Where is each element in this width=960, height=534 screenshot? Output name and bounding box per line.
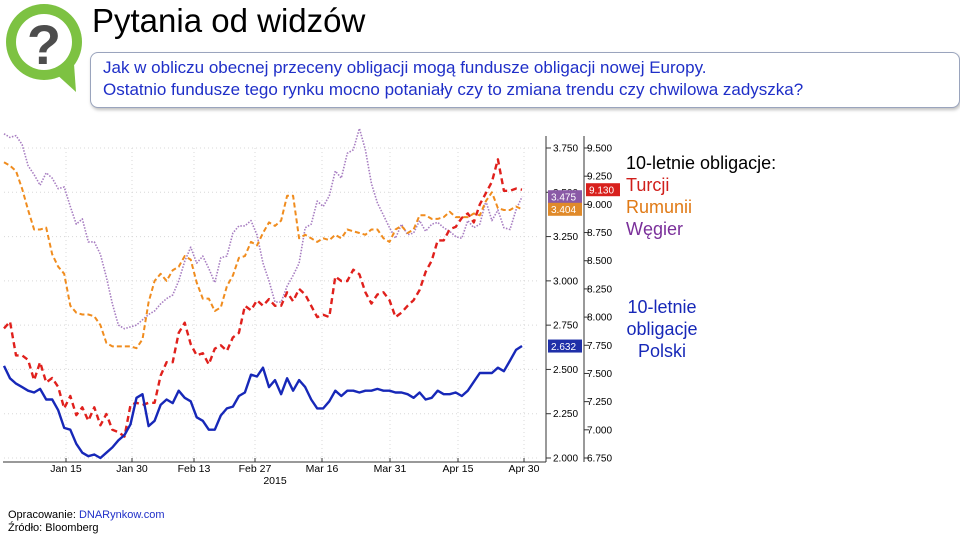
inner-y-tick-label: 2.750 xyxy=(553,321,578,332)
x-tick-label: Jan 15 xyxy=(50,463,82,475)
x-tick-label: Apr 15 xyxy=(443,463,474,475)
outer-y-tick-label: 6.750 xyxy=(587,454,612,465)
question-box: Jak w obliczu obecnej przeceny obligacji… xyxy=(90,52,960,108)
svg-text:?: ? xyxy=(27,13,61,76)
outer-y-tick-label: 7.250 xyxy=(587,397,612,408)
series-line-rumunii xyxy=(3,161,523,350)
turkey-last-badge xyxy=(586,183,620,197)
x-year-label: 2015 xyxy=(263,475,287,487)
x-tick-label: Jan 30 xyxy=(116,463,148,475)
legend-group-foreign: 10-letnie obligacje: Turcji Rumunii Węgi… xyxy=(626,152,776,240)
x-tick-label: Mar 16 xyxy=(306,463,339,475)
series-line-węgier xyxy=(3,127,523,330)
question-mark-logo-icon: ? xyxy=(6,4,82,92)
question-line-2: Ostatnio fundusze tego rynku mocno potan… xyxy=(103,80,804,99)
poland-last-badge-label: 2.632 xyxy=(551,342,576,353)
legend-title: 10-letnie obligacje: xyxy=(626,153,777,173)
inner-y-tick-label: 3.000 xyxy=(553,276,578,287)
series-line-polski xyxy=(2,344,523,460)
footer-prepared-source: DNARynkow.com xyxy=(78,509,165,521)
legend-poland-line-2: obligacje xyxy=(626,319,698,339)
outer-y-tick-label: 9.500 xyxy=(587,144,612,155)
poland-last-badge xyxy=(548,339,582,353)
page-title: Pytania od widzów xyxy=(92,2,366,39)
legend-item-hungary: Węgier xyxy=(626,219,684,239)
question-line-1: Jak w obliczu obecnej przeceny obligacji… xyxy=(103,58,707,77)
romania-last-badge-label: 3.404 xyxy=(551,205,576,216)
outer-y-tick-label: 7.750 xyxy=(587,341,612,352)
x-tick-label: Mar 31 xyxy=(374,463,407,475)
footer-source: Źródło: Bloomberg xyxy=(8,522,99,534)
x-tick-label: Apr 30 xyxy=(509,463,540,475)
outer-y-tick-label: 8.250 xyxy=(587,284,612,295)
series-line-turcji xyxy=(3,158,523,438)
outer-y-tick-label: 8.750 xyxy=(587,228,612,239)
inner-y-tick-label: 2.500 xyxy=(553,365,578,376)
legend-item-turkey: Turcji xyxy=(626,175,670,195)
outer-y-tick-label: 8.500 xyxy=(587,256,612,267)
outer-y-tick-label: 9.250 xyxy=(587,172,612,183)
legend-poland-line-1: 10-letnie xyxy=(627,297,697,317)
x-tick-label: Feb 27 xyxy=(239,463,272,475)
hungary-last-badge-label: 3.475 xyxy=(551,193,576,204)
legend-poland-line-3: Polski xyxy=(637,341,686,361)
romania-last-badge xyxy=(548,202,582,216)
legend-item-romania: Rumunii xyxy=(626,197,693,217)
hungary-last-badge xyxy=(548,190,582,204)
outer-y-tick-label: 8.000 xyxy=(587,313,612,324)
turkey-last-badge-label: 9.130 xyxy=(589,186,614,197)
outer-y-tick-label: 7.500 xyxy=(587,369,612,380)
outer-y-tick-label: 7.000 xyxy=(587,425,612,436)
footer-prepared-label: Opracowanie: xyxy=(8,509,79,521)
outer-y-tick-label: 9.000 xyxy=(587,200,612,211)
legend-group-poland: 10-letnie obligacje Polski xyxy=(602,296,722,362)
footer-prepared: Opracowanie: DNARynkow.com xyxy=(8,509,165,521)
inner-y-tick-label: 3.250 xyxy=(553,232,578,243)
x-tick-label: Feb 13 xyxy=(178,463,211,475)
inner-y-tick-label: 2.000 xyxy=(553,454,578,465)
inner-y-tick-label: 2.250 xyxy=(553,409,578,420)
inner-y-tick-label: 3.750 xyxy=(553,144,578,155)
